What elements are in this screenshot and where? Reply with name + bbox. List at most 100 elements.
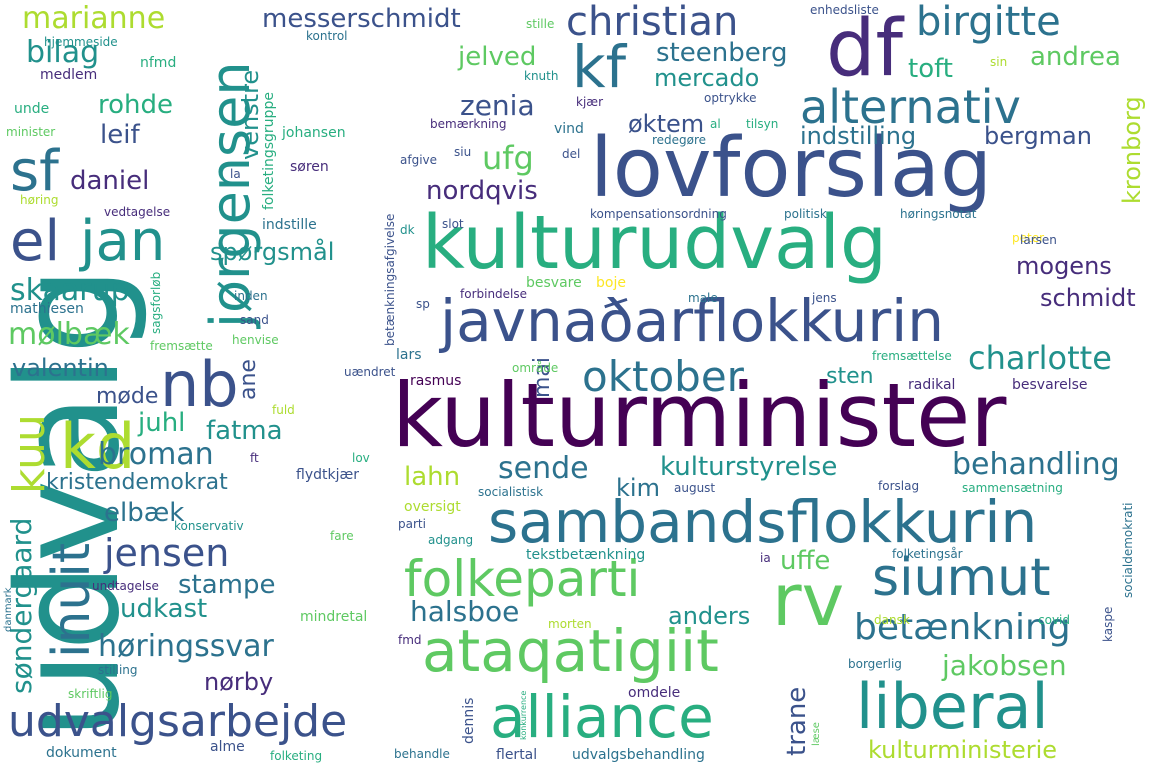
word-omdele: omdele (628, 685, 681, 701)
word-dk: dk (400, 223, 415, 237)
word-morten: morten (548, 617, 592, 631)
word-sammensaetning: sammensætning (962, 481, 1063, 495)
word-marianne: marianne (22, 1, 166, 36)
word-messerschmidt: messerschmidt (262, 4, 461, 34)
word-socialdemokrati: socialdemokrati (1121, 502, 1135, 598)
word-zenia: zenia (460, 89, 535, 122)
word-soren: søren (290, 159, 329, 175)
word-mogens: mogens (1016, 252, 1112, 280)
word-al: al (710, 117, 721, 131)
word-behandling: behandling (952, 447, 1120, 482)
word-andrea: andrea (1030, 42, 1121, 72)
word-inuit: inuit (42, 542, 102, 658)
word-kaspe: kaspe (1101, 606, 1115, 642)
word-uaendret: uændret (344, 365, 396, 379)
word-rasmus: rasmus (410, 373, 462, 389)
word-vind: vind (554, 121, 584, 137)
word-slot: slot (442, 217, 464, 231)
word-molbaek: mølbæk (8, 317, 130, 352)
word-august: august (674, 481, 716, 495)
word-indstilling: indstilling (800, 122, 917, 150)
word-juhl: juhl (138, 408, 186, 438)
word-mercado: mercado (654, 64, 760, 92)
word-halsboe: halsboe (410, 595, 520, 628)
word-rohde: rohde (98, 90, 174, 120)
word-df: df (826, 4, 903, 94)
word-charlotte: charlotte (968, 339, 1112, 377)
word-daniel: daniel (70, 166, 150, 196)
word-socialistisk: socialistisk (478, 485, 544, 499)
word-kf: kf (572, 33, 627, 101)
word-adgang: adgang (428, 533, 474, 547)
word-ft: ft (250, 451, 259, 465)
word-forbindelse: forbindelse (460, 287, 528, 301)
word-kulturministerie: kulturministerie (868, 736, 1058, 764)
word-bilag: bilag (26, 35, 100, 70)
word-kulturstyrelse: kulturstyrelse (660, 452, 838, 482)
word-danmark: danmark (3, 587, 14, 632)
word-ane: ane (236, 359, 261, 400)
word-valentin: valentin (12, 354, 109, 382)
word-kristendemokrat: kristendemokrat (46, 470, 228, 495)
word-dennis: dennis (461, 697, 477, 744)
word-siumut: siumut (872, 548, 1051, 608)
word-christian: christian (566, 0, 739, 45)
word-mode: møde (96, 384, 159, 409)
word-kim: kim (616, 474, 660, 502)
word-tilsyn: tilsyn (746, 117, 779, 131)
word-kulturminister: kulturminister (392, 364, 1007, 467)
word-sf: sf (10, 139, 59, 204)
word-elbaek: elbæk (104, 498, 185, 528)
word-del: del (562, 147, 581, 161)
word-jensen: jensen (104, 531, 230, 575)
word-jakobsen: jakobsen (942, 649, 1067, 682)
word-sporgsmal: spørgsmål (210, 238, 335, 266)
word-medlem: medlem (40, 67, 98, 83)
word-udvalgsarbejde: udvalgsarbejde (8, 696, 348, 747)
word-udkast: udkast (120, 594, 208, 624)
word-sende: sende (498, 451, 589, 486)
word-birgitte: birgitte (916, 0, 1061, 45)
word-fmd: fmd (398, 633, 422, 647)
word-rv: rv (772, 558, 845, 642)
word-alliance: alliance (490, 683, 714, 751)
word-unde: unde (14, 101, 50, 117)
word-indstille: indstille (262, 217, 317, 233)
word-oktem: øktem (628, 110, 705, 138)
word-forslag: forslag (878, 479, 920, 493)
word-parti: parti (398, 517, 426, 531)
word-betaenkningsafgivelse: betænkningsafgivelse (383, 213, 397, 346)
word-laese: læse (811, 722, 822, 746)
word-javnadarflokkurin: javnaðarflokkurin (440, 287, 945, 355)
word-ufg: ufg (482, 139, 534, 177)
word-lahn: lahn (404, 462, 461, 492)
word-ataqatigiit: ataqatigiit (422, 617, 719, 685)
word-uffe: uffe (780, 546, 831, 576)
word-nb: nb (160, 348, 239, 421)
word-jan: jan (80, 209, 166, 274)
word-venstre: venstre (236, 69, 264, 160)
word-toft: toft (908, 54, 953, 84)
word-oversigt: oversigt (404, 499, 461, 515)
word-politisk: politisk (784, 207, 827, 221)
word-nordqvis: nordqvis (426, 176, 538, 206)
word-mathiesen: mathiesen (10, 301, 84, 317)
word-dansk: dansk (874, 613, 910, 627)
word-skaarup: skaarup (10, 273, 130, 308)
word-peter: peter (1012, 231, 1045, 245)
word-henvise: henvise (232, 333, 279, 347)
word-liberal: liberal (856, 670, 1049, 743)
word-enhedsliste: enhedsliste (810, 3, 879, 17)
word-afgive: afgive (400, 153, 438, 167)
word-horing: høring (20, 193, 59, 207)
word-redegore: redegøre (652, 133, 707, 147)
word-folkeparti: folkeparti (404, 550, 641, 608)
word-undtagelse: undtagelse (92, 579, 159, 593)
word-horingsnotat: høringsnotat (900, 207, 977, 221)
word-besvare: besvare (526, 275, 582, 291)
word-tekstbetaenkning: tekstbetænkning (526, 547, 646, 563)
word-alternativ: alternativ (800, 80, 1021, 134)
word-stille: stille (526, 17, 555, 31)
word-knuth: knuth (524, 69, 559, 83)
word-oktober: oktober (582, 352, 744, 401)
